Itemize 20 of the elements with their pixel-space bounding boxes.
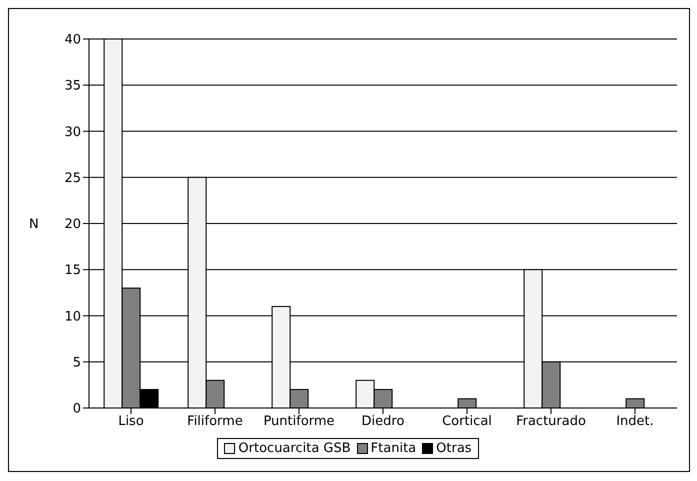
y-tick-label: 5 [72, 355, 81, 370]
x-tick-label: Puntiforme [263, 414, 335, 430]
y-tick-label: 40 [64, 32, 81, 48]
y-tick-label: 35 [64, 78, 81, 94]
y-tick-label: 20 [64, 217, 81, 232]
y-tick-label: 0 [72, 402, 81, 417]
x-tick-label: Filiforme [187, 414, 243, 430]
legend-label: Otras [436, 441, 472, 456]
legend-label: Ftanita [370, 441, 416, 456]
y-tick-label: 25 [64, 170, 81, 186]
y-tick-label: 15 [64, 263, 81, 278]
y-axis-title: N [29, 217, 39, 232]
x-tick-label: Diedro [362, 414, 404, 430]
y-tick-label: 10 [64, 309, 81, 324]
x-tick-label: Indet. [616, 414, 654, 430]
x-tick-label: Fracturado [516, 414, 586, 430]
x-tick-label: Liso [118, 414, 144, 430]
y-tick-label: 30 [64, 124, 81, 140]
x-tick-label: Cortical [442, 414, 492, 430]
legend-label: Ortocuarcita GSB [238, 441, 351, 456]
